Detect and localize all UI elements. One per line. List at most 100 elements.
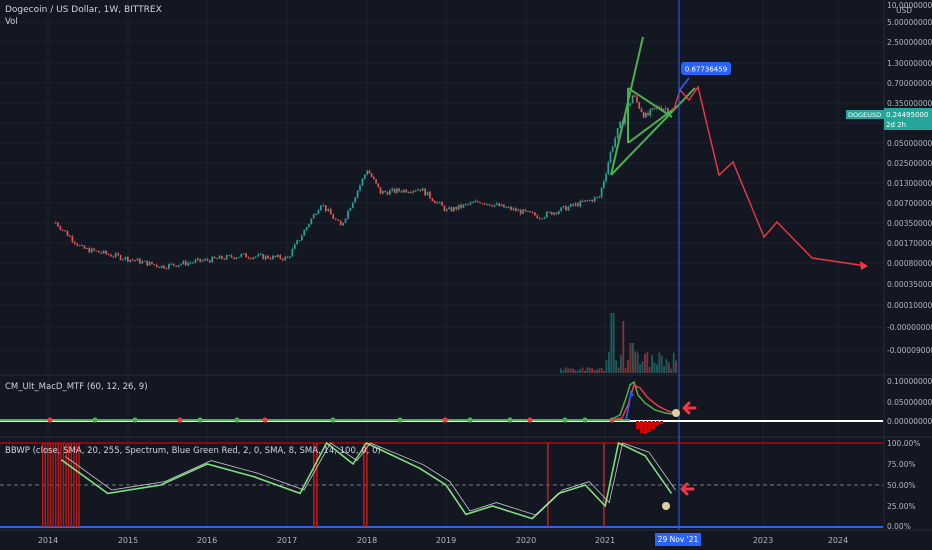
time-tick-label: 2018 — [357, 536, 377, 545]
candle-body — [100, 252, 103, 254]
candle-body — [187, 262, 189, 266]
bbwp-extreme-spikes — [42, 443, 605, 527]
candle-body — [412, 190, 415, 193]
candle-body — [543, 217, 546, 219]
candle-body — [146, 260, 148, 266]
candle-body — [237, 256, 240, 258]
volume-bar — [627, 359, 629, 373]
candle-body — [351, 202, 354, 209]
time-tick-label: 2016 — [197, 536, 217, 545]
candle-body — [370, 173, 373, 178]
candle-body — [322, 205, 325, 207]
candle-body — [450, 207, 453, 212]
candle-body — [386, 192, 389, 195]
price-tick-label: 0.00170000 — [887, 239, 932, 248]
candle-body — [81, 245, 83, 247]
candle-body — [448, 207, 451, 210]
chart-pattern-lines[interactable] — [610, 36, 696, 176]
candle-body — [221, 255, 223, 259]
volume-bar — [560, 368, 562, 373]
candle-body — [259, 254, 262, 256]
candle-body — [584, 200, 586, 202]
candle-body — [553, 212, 555, 215]
candle-body — [192, 262, 194, 264]
price-projection-line[interactable] — [672, 85, 867, 267]
candle-body — [586, 200, 589, 202]
candle-body — [469, 202, 472, 205]
volume-bar — [593, 370, 596, 373]
volume-bar — [598, 368, 601, 373]
candle-body — [112, 256, 115, 258]
candle-body — [105, 250, 107, 254]
candle-body — [305, 227, 308, 231]
candle-body — [172, 263, 175, 266]
candle-body — [577, 203, 579, 207]
candle-body — [277, 255, 279, 258]
macd-cross-dot — [234, 417, 240, 423]
candle-body — [342, 222, 344, 226]
candle-body — [153, 264, 156, 266]
candle-body — [609, 151, 612, 163]
candle-body — [664, 108, 667, 110]
price-tick-label: 0.00035000 — [887, 280, 932, 289]
volume-bar — [663, 366, 665, 373]
bbwp-spike — [62, 443, 65, 527]
candle-body — [398, 188, 401, 192]
candle-body — [640, 108, 643, 112]
candle-body — [240, 254, 243, 257]
candle-body — [98, 250, 100, 253]
price-axis[interactable]: 10.00000000 5.00000000 2.50000000 1.3000000… — [887, 1, 932, 355]
bbwp-spike — [60, 443, 62, 527]
candle-body — [505, 207, 508, 209]
macd-pane-title[interactable]: CM_Ult_MacD_MTF (60, 12, 26, 9) — [5, 382, 148, 392]
volume-bar — [617, 367, 620, 373]
macd-axis[interactable]: 0.10000000 0.05000000 0.00000000 — [887, 377, 932, 426]
volume-bars — [560, 313, 677, 373]
pattern-line-flag-bottom — [627, 107, 676, 144]
volume-label[interactable]: Vol — [5, 17, 18, 27]
candle-body — [400, 191, 403, 193]
candle-body — [476, 200, 479, 203]
svg-text:50.00%: 50.00% — [887, 481, 916, 490]
price-tick-label: 2.50000000 — [887, 38, 932, 47]
candle-body — [569, 204, 572, 207]
bbwp-spike — [366, 443, 368, 527]
candle-body — [455, 206, 458, 210]
volume-bar — [653, 362, 656, 373]
volume-bar — [564, 367, 567, 373]
candle-body — [546, 211, 548, 218]
price-tick-label: 0.02500000 — [887, 159, 932, 168]
candle-body — [301, 235, 303, 241]
volume-bar — [620, 355, 622, 373]
macd-cross-dot — [507, 417, 513, 423]
candle-body — [567, 206, 570, 211]
candle-body — [495, 203, 498, 205]
time-tick-label: 2020 — [516, 536, 536, 545]
bbwp-pane-title[interactable]: BBWP (close, SMA, 20, 255, Spectrum, Blu… — [5, 446, 381, 456]
bbwp-axis[interactable]: 100.00% 75.00% 50.00% 25.00% 0.00% — [887, 439, 920, 531]
bbwp-spike — [44, 443, 46, 527]
volume-bar — [584, 370, 586, 373]
candle-body — [114, 253, 117, 257]
candle-body — [529, 210, 532, 213]
candle-body — [319, 205, 322, 211]
peak-callout[interactable]: 0.67736459 — [678, 62, 731, 92]
volume-bar — [632, 343, 634, 373]
volume-bar — [636, 352, 639, 373]
candle-body — [375, 179, 377, 184]
price-tick-label: 0.05000000 — [887, 139, 932, 148]
chart-title[interactable]: Dogecoin / US Dollar, 1W, BITTREX — [5, 5, 162, 15]
bbwp-spike — [70, 443, 72, 527]
candle-body — [526, 210, 529, 212]
candle-body — [201, 260, 204, 262]
pane-separators[interactable] — [0, 0, 932, 531]
time-axis[interactable]: 2014 2015 2016 2017 2018 2019 2020 2021 2023 2024 — [38, 536, 848, 545]
candle-body — [168, 263, 170, 269]
candle-body — [472, 202, 474, 204]
candle-body — [391, 188, 394, 191]
volume-bar — [675, 360, 677, 373]
candle-body — [349, 208, 352, 211]
candle-body — [438, 202, 441, 204]
